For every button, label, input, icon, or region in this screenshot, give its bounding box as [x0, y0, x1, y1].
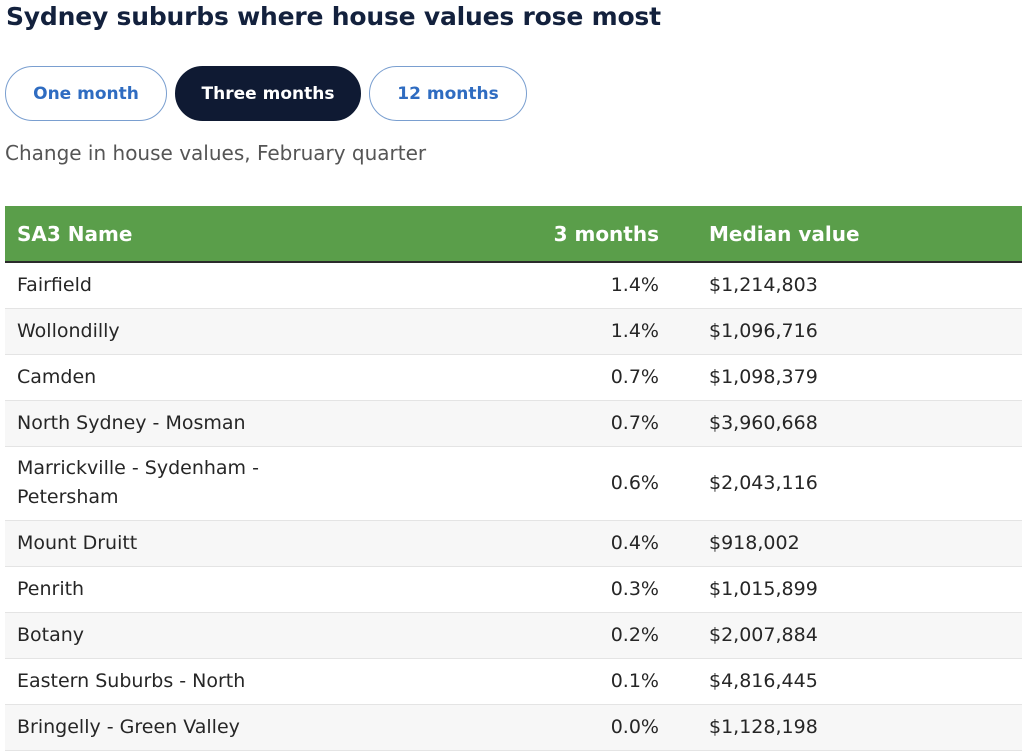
sa3-name: North Sydney - Mosman — [17, 411, 246, 434]
table-row: Wollondilly 1.4% $1,096,716 — [5, 308, 1022, 354]
sa3-name: Wollondilly — [17, 319, 120, 342]
table-row: Fairfield 1.4% $1,214,803 — [5, 262, 1022, 308]
sa3-name: Camden — [17, 365, 97, 388]
column-header-sa3-name[interactable]: SA3 Name — [5, 206, 528, 263]
table-row: North Sydney - Mosman 0.7% $3,960,668 — [5, 400, 1022, 446]
table-header-row: SA3 Name 3 months Median value — [5, 206, 1022, 263]
table-row: Eastern Suburbs - North 0.1% $4,816,445 — [5, 658, 1022, 704]
cell-change: 1.4% — [610, 319, 659, 342]
table-subtitle: Change in house values, February quarter — [5, 141, 427, 165]
column-header-3-months[interactable]: 3 months — [528, 206, 671, 263]
cell-change: 0.7% — [610, 365, 659, 388]
cell-median-value: $3,960,668 — [709, 411, 818, 434]
sa3-name: Botany — [17, 623, 85, 646]
cell-sa3-name: Eastern Suburbs - North — [5, 658, 528, 704]
cell-median-value: $1,015,899 — [709, 577, 818, 600]
period-tabs: One month Three months 12 months — [5, 66, 527, 121]
cell-change: 0.0% — [610, 715, 659, 738]
cell-change: 0.1% — [610, 669, 659, 692]
cell-median-value: $1,098,379 — [709, 365, 818, 388]
table-row: Penrith 0.3% $1,015,899 — [5, 566, 1022, 612]
cell-change: 1.4% — [610, 273, 659, 296]
cell-median-value: $918,002 — [709, 531, 800, 554]
sa3-name: Mount Druitt — [17, 531, 138, 554]
page-title: Sydney suburbs where house values rose m… — [6, 2, 661, 31]
cell-sa3-name: Mount Druitt — [5, 520, 528, 566]
sa3-name: Bringelly - Green Valley — [17, 715, 240, 738]
cell-median-value: $2,007,884 — [709, 623, 818, 646]
cell-sa3-name: Camden — [5, 354, 528, 400]
cell-sa3-name: Fairfield — [5, 262, 528, 308]
cell-sa3-name: Bringelly - Green Valley — [5, 704, 528, 750]
table-row: Camden 0.7% $1,098,379 — [5, 354, 1022, 400]
column-header-median-value[interactable]: Median value — [671, 206, 1022, 263]
cell-change: 0.2% — [610, 623, 659, 646]
house-values-table: SA3 Name 3 months Median value Fairfield… — [5, 206, 1022, 751]
table-row: Mount Druitt 0.4% $918,002 — [5, 520, 1022, 566]
tab-three-months[interactable]: Three months — [175, 66, 361, 121]
cell-sa3-name: North Sydney - Mosman — [5, 400, 528, 446]
table-row: Botany 0.2% $2,007,884 — [5, 612, 1022, 658]
table-row: Marrickville - Sydenham - Petersham 0.6%… — [5, 446, 1022, 520]
tab-12-months[interactable]: 12 months — [369, 66, 527, 121]
cell-median-value: $1,128,198 — [709, 715, 818, 738]
sa3-name: Fairfield — [17, 273, 92, 296]
sa3-name: Marrickville - Sydenham - Petersham — [17, 457, 259, 508]
cell-change: 0.7% — [610, 411, 659, 434]
sa3-name: Penrith — [17, 577, 85, 600]
cell-median-value: $1,214,803 — [709, 273, 818, 296]
table-row: Bringelly - Green Valley 0.0% $1,128,198 — [5, 704, 1022, 750]
tab-one-month[interactable]: One month — [5, 66, 167, 121]
cell-median-value: $4,816,445 — [709, 669, 818, 692]
cell-sa3-name: Marrickville - Sydenham - Petersham — [5, 446, 528, 520]
sa3-name: Eastern Suburbs - North — [17, 669, 246, 692]
cell-sa3-name: Botany — [5, 612, 528, 658]
cell-sa3-name: Wollondilly — [5, 308, 528, 354]
cell-change: 0.3% — [610, 577, 659, 600]
cell-median-value: $2,043,116 — [709, 471, 818, 494]
cell-sa3-name: Penrith — [5, 566, 528, 612]
cell-change: 0.4% — [610, 531, 659, 554]
cell-median-value: $1,096,716 — [709, 319, 818, 342]
cell-change: 0.6% — [610, 471, 659, 494]
